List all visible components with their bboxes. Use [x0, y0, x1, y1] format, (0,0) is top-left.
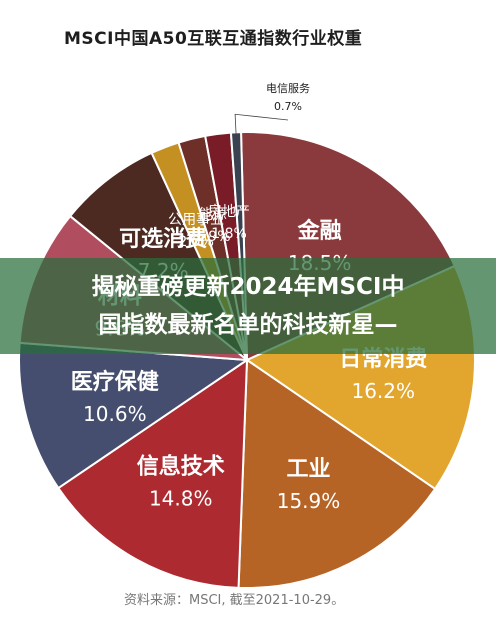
slice-label-group-2: 工业 15.9% — [277, 457, 341, 513]
slice-label-4: 医疗保健 — [71, 369, 159, 395]
slice-label-group-9: 房地产 1.8% — [208, 204, 250, 242]
slice-label-group-10: 电信服务 0.7% — [234, 82, 310, 137]
slice-value-9: 1.8% — [211, 226, 247, 242]
slice-value-10: 0.7% — [274, 100, 302, 113]
pie-slice-3 — [56, 358, 249, 589]
slice-label-group-4: 医疗保健 10.6% — [71, 369, 159, 426]
slice-label-9: 房地产 — [208, 204, 250, 220]
slice-label-7: 公用事业 — [168, 212, 224, 228]
slice-label-group-8: 能源 1.9% — [195, 207, 231, 245]
chart-title: MSCI中国A50互联互通指数行业权重 — [64, 29, 363, 49]
leader-line-10 — [234, 113, 289, 137]
slice-label-3: 信息技术 — [137, 454, 225, 480]
slice-value-7: 2.0% — [178, 234, 214, 250]
slice-value-3: 14.8% — [149, 487, 213, 511]
slice-label-group-7: 公用事业 2.0% — [168, 212, 224, 250]
slice-label-8: 能源 — [199, 207, 227, 223]
headline-line-1: 揭秘重磅更新2024年MSCI中 — [91, 274, 405, 300]
source-note: 资料来源：MSCI, 截至2021-10-29。 — [124, 593, 345, 608]
headline-banner — [0, 258, 496, 354]
slice-value-2: 15.9% — [277, 489, 341, 513]
headline-line-2: 国指数最新名单的科技新星— — [98, 312, 398, 338]
slice-label-2: 工业 — [287, 457, 331, 482]
slice-value-1: 16.2% — [351, 379, 415, 403]
slice-value-4: 10.6% — [83, 402, 147, 426]
slice-label-6: 可选消费 — [119, 227, 207, 252]
headline-text: 揭秘重磅更新2024年MSCI中 国指数最新名单的科技新星— — [0, 268, 496, 344]
slice-label-0: 金融 — [297, 218, 342, 244]
slice-label-group-3: 信息技术 14.8% — [137, 454, 225, 511]
slice-label-10: 电信服务 — [266, 82, 310, 95]
slice-value-8: 1.9% — [195, 229, 231, 245]
pie-slice-2 — [237, 358, 437, 589]
